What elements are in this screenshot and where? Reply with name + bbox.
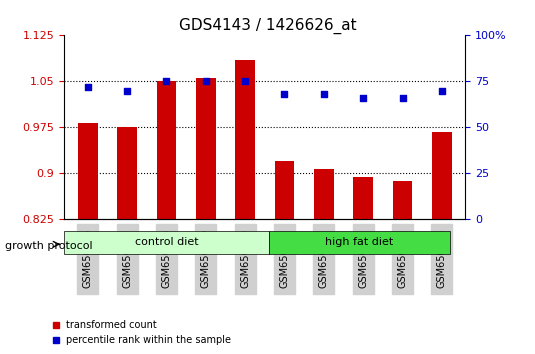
Point (83, 84, 92, 90)
Text: growth protocol: growth protocol (5, 241, 93, 251)
Point (319, 91, 328, 97)
Bar (353, 177, 373, 219)
Bar (432, 132, 452, 219)
Bar (117, 127, 137, 219)
FancyBboxPatch shape (64, 232, 269, 253)
Point (162, 79, 171, 84)
FancyBboxPatch shape (269, 232, 450, 253)
Bar (314, 169, 334, 219)
Bar (274, 161, 294, 219)
Point (438, 88, 446, 93)
Text: control diet: control diet (135, 238, 198, 247)
Point (398, 95, 407, 101)
Bar (78, 123, 98, 219)
Bar (157, 81, 177, 219)
Point (359, 95, 368, 101)
Bar (196, 78, 216, 219)
Point (241, 79, 249, 84)
Point (280, 91, 289, 97)
Bar (393, 181, 412, 219)
Point (123, 88, 132, 93)
Legend: transformed count, percentile rank within the sample: transformed count, percentile rank withi… (48, 316, 235, 349)
Text: high fat diet: high fat diet (325, 238, 393, 247)
Text: GDS4143 / 1426626_at: GDS4143 / 1426626_at (179, 18, 356, 34)
Point (202, 79, 210, 84)
Bar (235, 60, 255, 219)
